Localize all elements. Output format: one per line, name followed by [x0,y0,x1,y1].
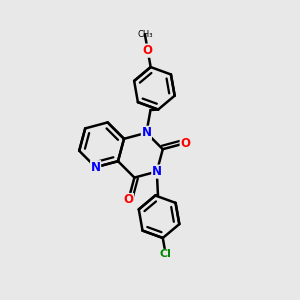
Text: N: N [91,161,100,174]
Text: O: O [123,194,134,206]
Text: O: O [180,137,190,150]
Text: O: O [143,44,153,57]
Text: N: N [141,126,152,139]
Text: Cl: Cl [160,249,172,260]
Text: N: N [152,165,162,178]
Text: CH₃: CH₃ [137,30,153,39]
